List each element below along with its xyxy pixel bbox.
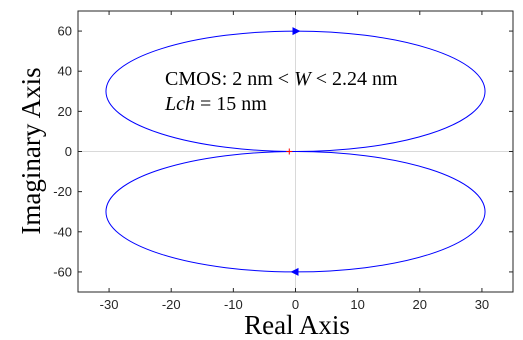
nyquist-curves <box>105 27 486 276</box>
annotation-channel-length-symbol: Lch <box>164 93 195 115</box>
annotation-line-1-suffix: < 2.24 nm <box>311 68 398 90</box>
x-tick-label: -10 <box>224 297 243 312</box>
annotation-line-1: CMOS: 2 nm < W < 2.24 nm <box>165 68 398 90</box>
y-tick-label: -40 <box>53 224 72 239</box>
y-tick-label: 40 <box>58 64 72 79</box>
x-tick-label: 10 <box>350 297 364 312</box>
x-tick-label: 0 <box>292 297 299 312</box>
annotation-line-2: Lch = 15 nm <box>164 93 267 115</box>
critical-point-marker <box>286 148 293 155</box>
x-tick-label: 30 <box>475 297 489 312</box>
y-ticks: -60 -40 -20 0 20 40 60 <box>53 24 513 279</box>
x-axis-label: Real Axis <box>244 310 350 340</box>
series-arrow-1 <box>292 27 301 36</box>
y-tick-label: 0 <box>65 144 72 159</box>
y-tick-label: -60 <box>53 264 72 279</box>
series-arrow-2 <box>290 267 299 276</box>
x-tick-label: -20 <box>162 297 181 312</box>
x-tick-label: -30 <box>100 297 119 312</box>
annotation-line-2-suffix: = 15 nm <box>195 93 267 115</box>
y-tick-label: 60 <box>58 24 72 39</box>
x-tick-label: 20 <box>413 297 427 312</box>
annotation-width-symbol: W <box>294 68 313 90</box>
y-tick-label: -20 <box>53 184 72 199</box>
annotation-line-1-prefix: CMOS: 2 nm < <box>165 68 294 90</box>
x-ticks: -30 -20 -10 0 10 20 30 <box>100 11 489 312</box>
y-axis-label: Imaginary Axis <box>16 67 46 234</box>
y-tick-label: 20 <box>58 104 72 119</box>
